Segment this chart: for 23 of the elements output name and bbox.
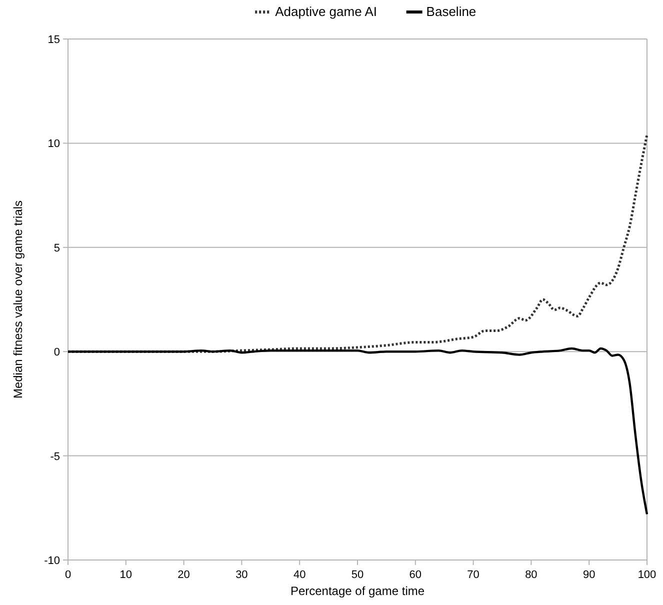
y-tick-label: -5 xyxy=(50,450,60,463)
x-tick-label: 40 xyxy=(293,569,306,581)
x-tick-label: 60 xyxy=(409,569,422,581)
y-axis-title: Median fitness value over game trials xyxy=(11,200,25,399)
y-tick-label: 0 xyxy=(54,346,60,359)
x-tick-label: 80 xyxy=(525,569,538,581)
y-tick-label: 5 xyxy=(54,242,60,254)
x-tick-label: 20 xyxy=(178,569,190,581)
legend-label: Adaptive game AI xyxy=(275,4,378,19)
legend-label: Baseline xyxy=(426,4,476,19)
x-axis-title: Percentage of game time xyxy=(290,584,425,598)
line-series xyxy=(66,347,648,516)
y-tick-label: -10 xyxy=(44,555,60,567)
y-tick-label: 15 xyxy=(48,34,60,46)
y-tick-label: 10 xyxy=(48,138,60,150)
x-tick-label: 100 xyxy=(638,569,656,581)
x-tick-label: 0 xyxy=(64,569,72,581)
x-tick-label: 10 xyxy=(120,569,132,581)
x-tick-label: 50 xyxy=(351,569,364,581)
x-tick-label: 30 xyxy=(236,569,248,581)
line-series xyxy=(66,134,648,353)
x-tick-label: 90 xyxy=(582,569,596,581)
x-tick-label: 70 xyxy=(467,569,480,581)
